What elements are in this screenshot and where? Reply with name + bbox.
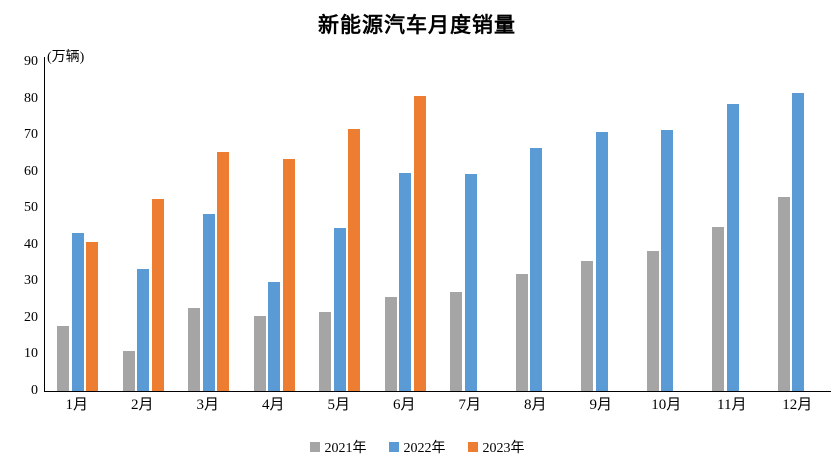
bar-2022年-4月 [268, 281, 281, 391]
legend-item-2023年: 2023年 [467, 437, 525, 457]
bar-2021年-11月 [712, 226, 725, 391]
y-tick-label: 0 [31, 383, 38, 398]
bar-2023年-3月 [217, 152, 230, 391]
legend-label: 2021年 [324, 441, 367, 456]
x-axis-label: 2月 [130, 397, 154, 413]
bar-2023年-1月 [86, 241, 99, 391]
bar-2021年-3月 [188, 308, 201, 391]
legend-swatch [309, 442, 320, 452]
x-axis-label: 3月 [196, 397, 219, 413]
bar-2022年-9月 [595, 132, 608, 391]
y-axis: 0 10 20 30 40 50 60 70 80 90 [0, 0, 40, 465]
bar-2022年-6月 [399, 173, 412, 391]
bar-2023年-6月 [413, 96, 426, 391]
x-axis-label: 11月 [717, 397, 747, 413]
x-axis-label: 1月 [65, 397, 88, 413]
bar-2023年-5月 [348, 128, 361, 391]
bar-2021年-6月 [384, 297, 397, 391]
y-tick-label: 30 [24, 273, 38, 289]
legend-item-2021年: 2021年 [309, 437, 367, 457]
x-axis-label: 8月 [523, 397, 547, 413]
bar-2022年-1月 [71, 233, 84, 391]
x-axis-label: 7月 [458, 397, 481, 413]
bar-2021年-5月 [319, 311, 332, 391]
legend-label: 2023年 [482, 441, 525, 456]
bar-2022年-10月 [661, 130, 674, 391]
bar-2021年-7月 [450, 291, 463, 391]
legend: 2021年 2022年 2023年 [0, 437, 834, 457]
y-tick-label: 90 [24, 54, 38, 69]
legend-swatch [467, 442, 478, 452]
bar-2022年-5月 [333, 227, 346, 391]
bar-2021年-8月 [515, 273, 528, 391]
x-axis-label: 12月 [782, 397, 813, 413]
x-axis-label: 9月 [589, 397, 612, 413]
bar-2022年-12月 [792, 93, 805, 391]
bar-2022年-2月 [137, 268, 150, 391]
x-axis-label: 10月 [651, 397, 682, 413]
x-axis-label: 4月 [261, 397, 285, 413]
bar-2023年-4月 [282, 158, 295, 391]
y-tick-label: 50 [24, 200, 38, 216]
bar-2021年-4月 [253, 315, 266, 391]
chart-title: 新能源汽车月度销量 [318, 13, 516, 37]
bar-2023年-2月 [151, 199, 164, 391]
legend-item-2022年: 2022年 [388, 437, 446, 457]
bar-2021年-9月 [581, 260, 594, 391]
y-tick-label: 40 [24, 236, 38, 252]
plot-area [44, 57, 831, 392]
y-axis-unit-label: (万辆) [47, 50, 85, 65]
bar-2022年-7月 [464, 174, 477, 391]
bar-2022年-8月 [530, 147, 543, 391]
y-tick-label: 70 [24, 127, 38, 143]
y-tick-label: 20 [24, 309, 38, 325]
y-tick-label: 80 [24, 90, 38, 106]
bar-2021年-2月 [122, 350, 135, 391]
x-axis: 1月 2月 3月 4月 5月 6月 7月 8月 9月 10月 11月 12月 [44, 396, 830, 416]
y-tick-label: 60 [24, 163, 38, 179]
bar-2022年-11月 [726, 103, 739, 391]
bar-2022年-3月 [202, 214, 215, 391]
y-tick-label: 10 [24, 346, 38, 362]
bar-2021年-1月 [57, 325, 70, 391]
bar-2021年-10月 [646, 251, 659, 391]
x-axis-label: 6月 [392, 397, 416, 413]
x-axis-label: 5月 [327, 397, 350, 413]
bar-2021年-12月 [777, 196, 790, 391]
legend-swatch [388, 442, 399, 452]
legend-label: 2022年 [403, 441, 446, 456]
